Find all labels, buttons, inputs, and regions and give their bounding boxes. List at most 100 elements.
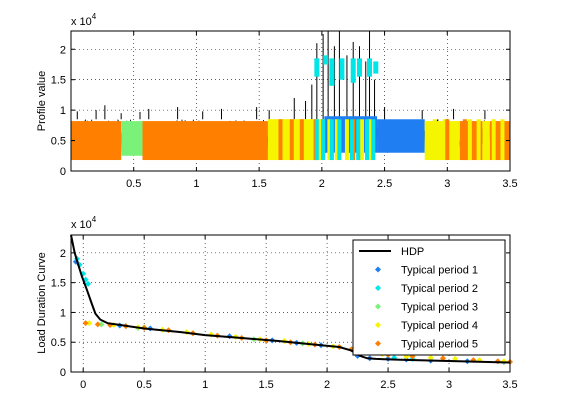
typical-period-4-stripe [284, 119, 289, 161]
typical-period-4-stripe [367, 119, 372, 161]
period-3-point [98, 321, 105, 328]
legend-label: Typical period 1 [401, 265, 478, 277]
top-y-axis-label: Profile value [36, 71, 48, 132]
top-y-tick-label: 0 [60, 166, 66, 178]
period-5-point [439, 355, 446, 362]
period-4-point [427, 354, 434, 361]
bottom-y-axis-label: Load Duration Curve [36, 252, 48, 354]
bottom-axes-frame [70, 234, 511, 373]
top-x-tick-label: 1 [193, 178, 199, 190]
typical-period-5-stripe [445, 119, 450, 161]
bottom-y-tick-label: 2 [60, 248, 66, 260]
top-axes-frame [70, 30, 511, 172]
period-2-point [85, 280, 92, 287]
top-x-tick-label: 2 [319, 178, 325, 190]
top-x-tick-label: 3 [444, 178, 450, 190]
typical-period-4-stripe [334, 119, 339, 161]
typical-period-4-stripe [491, 119, 496, 161]
period-4-point [86, 320, 93, 327]
typical-period-2-peak [356, 58, 362, 77]
top-x-tick-label: 2.5 [377, 178, 392, 190]
typical-period-4-stripe [309, 119, 314, 161]
typical-period-2-stripe [349, 119, 354, 161]
typical-period-2-peak [339, 58, 345, 80]
typical-period-4-stripe [327, 119, 332, 161]
bottom-x-tick-label: 0.5 [137, 379, 152, 391]
typical-period-3-block [121, 121, 143, 156]
typical-period-4-stripe [344, 119, 349, 161]
top-y-ticks: 0 0.5 1 1.5 2 [51, 44, 510, 178]
typical-period-2-stripe [337, 119, 342, 161]
bottom-y-tick-label: 0 [60, 367, 66, 379]
top-y-tick-label: 2 [60, 44, 66, 56]
typical-period-4-block [482, 121, 490, 161]
bottom-x-tick-label: 3 [446, 379, 452, 391]
legend-marker-1 [375, 266, 381, 273]
bottom-y-tick-label: 0.5 [51, 337, 66, 349]
legend-marker-4 [375, 322, 381, 328]
legend-entries: HDP Typical period 1 Typical period 2 Typic… [359, 246, 478, 351]
typical-period-2-stripe [314, 119, 319, 161]
legend-label: Typical period 3 [401, 302, 478, 314]
top-y-multiplier-exponent: 4 [92, 12, 97, 21]
top-panel: 0.5 1 1.5 2 2.5 3 3.5 0 0.5 1 1.5 2 x 104 Profile … [36, 12, 518, 190]
typical-period-2-stripe [365, 119, 370, 161]
bottom-x-tick-label: 2 [324, 379, 330, 391]
legend-label: Typical period 4 [401, 320, 478, 332]
top-y-multiplier: x 104 [71, 12, 97, 28]
top-y-tick-label: 1.5 [51, 75, 66, 87]
typical-period-5-stripe [278, 119, 283, 161]
legend: HDP Typical period 1 Typical period 2 Typic… [352, 239, 506, 356]
typical-period-2-peak [314, 58, 320, 77]
top-x-tick-label: 1.5 [251, 178, 266, 190]
typical-period-2-stripe [329, 119, 334, 161]
typical-period-4-stripe [294, 119, 299, 161]
top-x-tick-label: 3.5 [502, 178, 517, 190]
bottom-x-tick-label: 0 [80, 379, 86, 391]
typical-period-2-peak [350, 58, 356, 83]
bottom-x-tick-label: 2.5 [380, 379, 395, 391]
bottom-y-tick-label: 1 [60, 307, 66, 319]
bottom-y-ticks: 0 0.5 1 1.5 2 [51, 248, 510, 379]
top-x-tick-label: 0.5 [126, 178, 141, 190]
top-y-tick-label: 1 [60, 105, 66, 117]
bottom-x-ticks: 0 0.5 1 1.5 2 2.5 3 3.5 [80, 235, 518, 391]
legend-marker-2 [375, 285, 381, 291]
typical-period-1-block [377, 119, 425, 153]
bottom-x-tick-label: 1.5 [258, 379, 273, 391]
typical-period-2-peak [329, 58, 335, 86]
top-x-ticks: 0.5 1 1.5 2 2.5 3 3.5 [126, 31, 518, 190]
legend-marker-5 [375, 340, 381, 347]
typical-period-4-stripe [467, 119, 472, 161]
typical-period-5-stripe [299, 119, 304, 161]
legend-label: Typical period 5 [401, 339, 478, 351]
typical-period-4-stripe [432, 119, 437, 161]
typical-period-4-stripe [442, 119, 447, 161]
period-5-point [94, 321, 101, 328]
typical-period-5-stripe [462, 119, 467, 161]
legend-box [352, 239, 506, 356]
bottom-y-tick-label: 1.5 [51, 278, 66, 290]
typical-period-4-stripe [302, 119, 307, 161]
bottom-x-tick-label: 3.5 [502, 379, 517, 391]
legend-label: HDP [401, 246, 424, 258]
typical-period-2-stripe [371, 119, 376, 161]
legend-marker-3 [375, 303, 381, 310]
bottom-y-multiplier: x 104 [71, 215, 97, 231]
typical-period-2-peak [373, 61, 379, 74]
typical-period-2-stripe [356, 119, 361, 161]
typical-period-5-block [142, 121, 268, 161]
bottom-panel: 0 0.5 1 1.5 2 2.5 3 3.5 0 0.5 1 1.5 2 x 104 Load Du… [36, 215, 518, 391]
hdp-line [70, 234, 511, 364]
bottom-y-multiplier-exponent: 4 [92, 215, 97, 224]
typical-period-2-peak [367, 58, 373, 77]
typical-period-4-stripe [273, 119, 278, 161]
typical-period-5-block [71, 121, 122, 161]
legend-label: Typical period 2 [401, 283, 478, 295]
top-y-tick-label: 0.5 [51, 136, 66, 148]
typical-period-5-stripe [289, 119, 294, 161]
typical-period-4-stripe [359, 119, 364, 161]
typical-period-2-stripe [321, 119, 326, 161]
typical-period-4-block [424, 121, 460, 161]
